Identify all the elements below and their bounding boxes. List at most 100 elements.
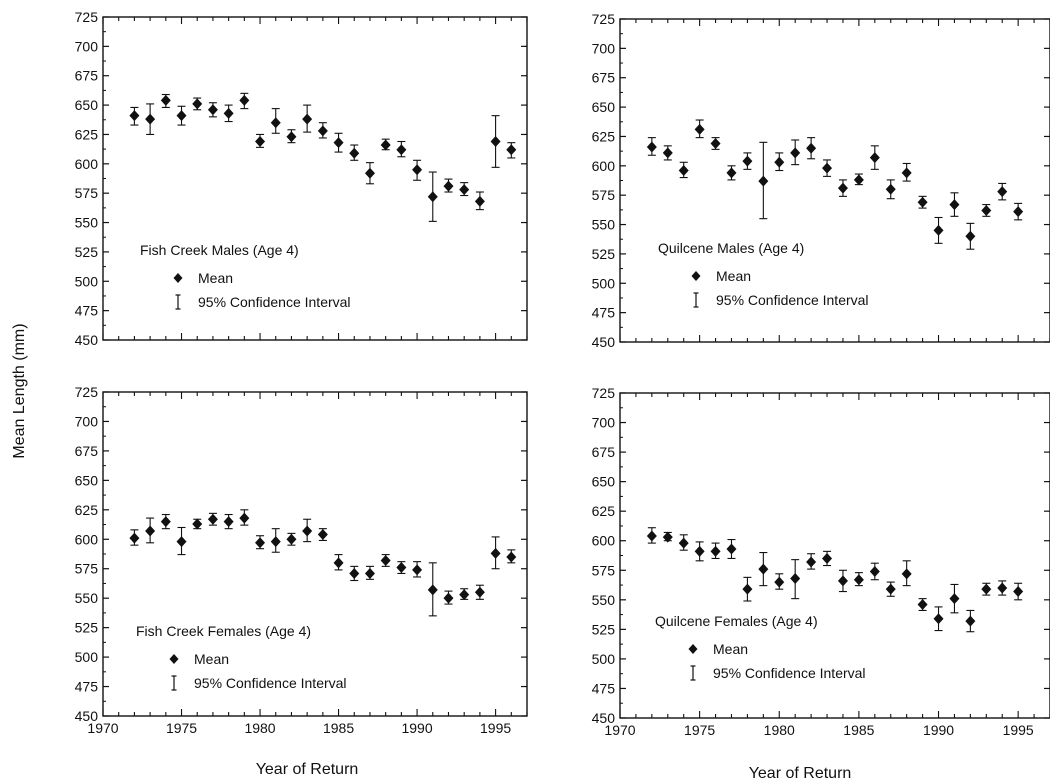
panel-quilcene-males: 450 475 500 525 550 575 600 625 650 675 700 725 Quil… — [592, 11, 1050, 350]
x-tick-label: 1990 — [923, 722, 954, 738]
legend-mean-label: Mean — [716, 268, 751, 284]
x-tick-label: 1990 — [401, 720, 432, 736]
y-tick-label: 700 — [75, 413, 99, 429]
x-tick-label: 1995 — [1003, 722, 1034, 738]
mean-point — [443, 592, 454, 604]
y-tick-label: 575 — [592, 187, 616, 203]
mean-point — [286, 131, 297, 143]
y-tick-label: 675 — [592, 70, 616, 86]
mean-point — [822, 162, 833, 174]
mean-point — [396, 562, 407, 574]
mean-point — [286, 533, 297, 545]
legend-mean-marker — [173, 273, 183, 283]
mean-point — [427, 584, 438, 596]
mean-point — [662, 147, 673, 159]
y-tick-label: 475 — [75, 303, 99, 319]
mean-point — [160, 516, 171, 528]
mean-point — [965, 230, 976, 242]
mean-point — [239, 94, 250, 106]
mean-point — [837, 575, 848, 587]
mean-point — [506, 144, 517, 156]
x-tick-label: 1970 — [604, 722, 635, 738]
legend-mean-marker — [688, 644, 698, 654]
mean-point — [678, 537, 689, 549]
mean-point — [853, 174, 864, 186]
y-tick-label: 600 — [592, 158, 616, 174]
panel-title: Quilcene Females (Age 4) — [655, 613, 818, 629]
mean-point — [917, 599, 928, 611]
mean-point — [885, 183, 896, 195]
y-tick-label: 550 — [592, 217, 616, 233]
y-tick-label: 625 — [592, 503, 616, 519]
mean-point — [837, 182, 848, 194]
mean-point — [758, 563, 769, 575]
mean-point — [506, 551, 517, 563]
y-tick-label: 500 — [75, 273, 99, 289]
x-tick-label: 1985 — [843, 722, 874, 738]
mean-point — [207, 104, 218, 116]
y-tick-label: 475 — [592, 305, 616, 321]
mean-point — [474, 586, 485, 598]
legend-mean-label: Mean — [194, 651, 229, 667]
y-tick-label: 600 — [75, 531, 99, 547]
x-axis-label-left: Year of Return — [256, 761, 359, 778]
mean-point — [742, 583, 753, 595]
mean-point — [853, 574, 864, 586]
mean-point — [459, 589, 470, 601]
mean-point — [949, 199, 960, 211]
mean-point — [490, 136, 501, 148]
mean-point — [933, 224, 944, 236]
y-tick-label: 500 — [75, 649, 99, 665]
mean-point — [160, 94, 171, 106]
y-tick-label: 450 — [75, 332, 99, 348]
mean-point — [646, 141, 657, 153]
x-axis-label-right: Year of Return — [749, 765, 852, 782]
mean-point — [933, 613, 944, 625]
mean-point — [646, 530, 657, 542]
y-axis-label: Mean Length (mm) — [11, 323, 28, 458]
y-tick-label: 475 — [592, 680, 616, 696]
y-tick-label: 575 — [75, 561, 99, 577]
mean-point — [396, 144, 407, 156]
y-tick-label: 550 — [592, 592, 616, 608]
mean-point — [806, 556, 817, 568]
mean-point — [192, 518, 203, 530]
y-tick-label: 700 — [592, 415, 616, 431]
mean-point — [678, 165, 689, 177]
mean-point — [412, 564, 423, 576]
mean-point — [317, 529, 328, 541]
mean-point — [901, 167, 912, 179]
y-tick-label: 675 — [592, 444, 616, 460]
mean-point — [742, 155, 753, 167]
mean-point — [459, 184, 470, 196]
y-tick-label: 725 — [592, 385, 616, 401]
mean-point — [1013, 586, 1024, 598]
y-tick-label: 450 — [75, 708, 99, 724]
y-tick-label: 550 — [75, 215, 99, 231]
mean-point — [223, 516, 234, 528]
y-tick-label: 650 — [75, 472, 99, 488]
y-tick-label: 575 — [592, 562, 616, 578]
mean-point — [380, 554, 391, 566]
y-tick-label: 725 — [592, 11, 616, 27]
y-tick-label: 450 — [592, 710, 616, 726]
legend-ci-label: 95% Confidence Interval — [716, 292, 869, 308]
mean-point — [790, 147, 801, 159]
legend-mean-label: Mean — [713, 641, 748, 657]
mean-point — [981, 583, 992, 595]
mean-point — [145, 525, 156, 537]
y-tick-label: 450 — [592, 334, 616, 350]
mean-point — [380, 139, 391, 151]
y-tick-label: 525 — [592, 246, 616, 262]
y-tick-label: 500 — [592, 275, 616, 291]
mean-point — [726, 167, 737, 179]
y-tick-label: 525 — [75, 244, 99, 260]
mean-point — [349, 147, 360, 159]
legend-ci-label: 95% Confidence Interval — [194, 675, 347, 691]
mean-point — [474, 195, 485, 207]
mean-point — [145, 113, 156, 125]
mean-point — [207, 513, 218, 525]
mean-point — [997, 582, 1008, 594]
mean-point — [333, 137, 344, 149]
